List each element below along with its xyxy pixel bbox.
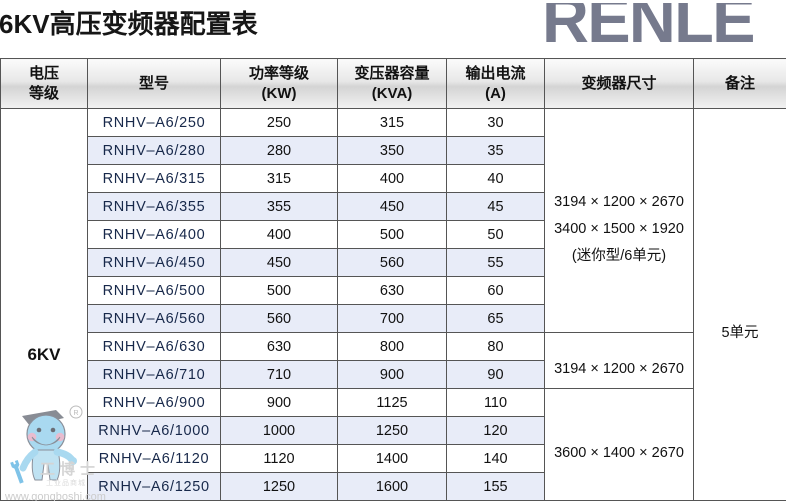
- svg-text:R: R: [73, 410, 78, 417]
- svg-text:RENLE: RENLE: [542, 3, 754, 51]
